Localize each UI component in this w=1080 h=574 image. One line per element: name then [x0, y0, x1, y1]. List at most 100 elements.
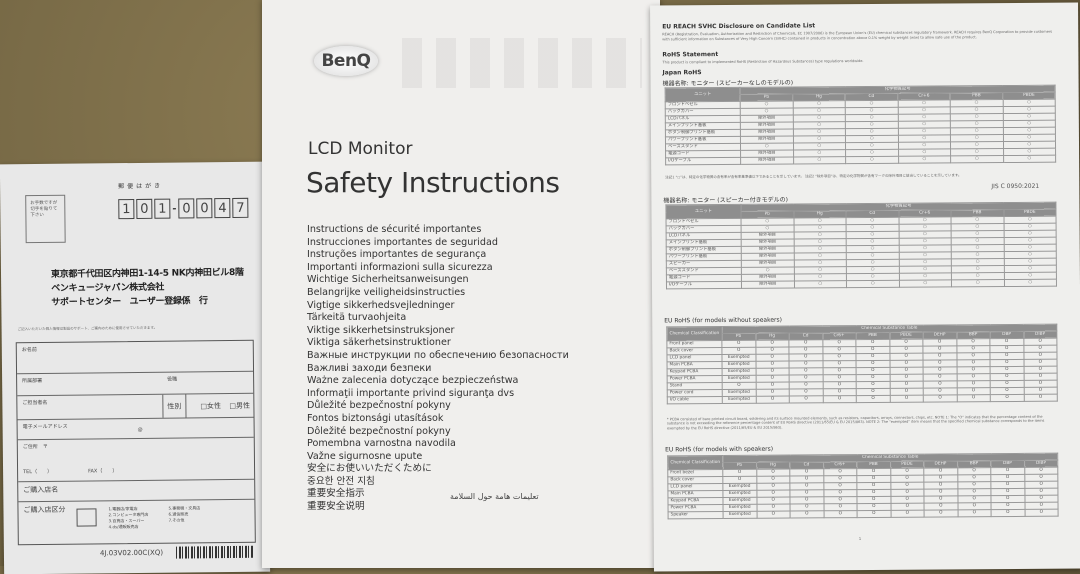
- cell-value: ○: [1003, 155, 1056, 163]
- cell-value: Exempted: [723, 511, 757, 519]
- language-heading: Informaţii importante privind siguranţa …: [307, 387, 515, 399]
- unit-header: Chemical Classification: [666, 326, 722, 341]
- language-heading: Viktige sikkerhetsinstruksjoner: [307, 324, 455, 336]
- language-heading: Vigtige sikkerhedsvejledninger: [307, 299, 455, 311]
- table-row: I/O cable Exempted O O O O O O O O O: [667, 394, 1058, 404]
- zip-digit: 1: [154, 198, 171, 219]
- language-heading: Важные инструкции по обеспечению безопас…: [307, 349, 569, 361]
- gender-label: 性別: [162, 394, 187, 418]
- page-number: 1: [858, 536, 862, 542]
- cell-value: ○: [898, 155, 951, 164]
- at-sign: @: [137, 426, 143, 433]
- cell-value: O: [755, 396, 790, 404]
- contact-field-label: ご担当者名: [22, 399, 48, 407]
- privacy-note: ご記入いただいた個人情報は製品のサポート、ご案内のために使用させていただきます。: [17, 325, 158, 332]
- unit-header: ユニット: [665, 87, 741, 102]
- part-name: I/Oケーブル: [666, 281, 742, 289]
- cell-value: O: [756, 511, 791, 519]
- cell-value: O: [823, 510, 858, 518]
- language-heading: Važne sigurnosne upute: [307, 450, 423, 462]
- option: 4.ds/通販販売店: [108, 523, 139, 530]
- cell-value: 除外項目: [740, 157, 794, 165]
- language-heading: Importanti informazioni sulla sicurezza: [307, 261, 493, 273]
- language-heading: Fontos biztonsági utasítások: [307, 412, 444, 424]
- reach-text: REACH (Registration, Evaluation, Authori…: [662, 29, 1053, 41]
- cell-value: O: [923, 394, 957, 403]
- language-heading: Wichtige Sicherheitsanweisungen: [307, 274, 469, 286]
- store-field-label: ご購入店名: [23, 485, 59, 495]
- language-heading: Dôležité bezpečnostní pokyny: [307, 425, 451, 437]
- cell-value: O: [956, 394, 991, 402]
- language-heading: Instruções importantes de segurança: [307, 249, 487, 261]
- cell-value: ○: [950, 155, 1004, 163]
- zip-digit: 0: [196, 198, 213, 219]
- language-heading: Instructions de sécurité importantes: [307, 224, 482, 235]
- cell-value: ○: [846, 280, 900, 288]
- cell-value: O: [857, 510, 891, 518]
- unit-header: Chemical Classification: [667, 455, 723, 470]
- cell-value: O: [889, 395, 924, 403]
- fax-field-label: FAX（ ）: [88, 468, 118, 475]
- address-field-label: ご住所 〒: [22, 443, 48, 451]
- female-checkbox[interactable]: □女性: [200, 402, 222, 411]
- registration-postcard: 郵便はがき お手数ですが切手を貼りて下さい 1 0 1 - 0 0 4 7 東京…: [0, 161, 271, 574]
- language-heading: Instrucciones importantes de seguridad: [307, 236, 498, 248]
- name-field-label: お名前: [21, 347, 37, 354]
- eu-table1-title: EU RoHS (for models without speakers): [664, 316, 783, 325]
- cell-value: ○: [793, 280, 847, 289]
- email-field-label: 電子メールアドレス: [22, 423, 68, 431]
- japan-note: 注記1 "○"は、特定の化学物質の含有率が含有率基準値以下であることを示していま…: [665, 173, 962, 180]
- cell-value: O: [991, 509, 1025, 517]
- stamp-box: お手数ですが切手を貼りて下さい: [25, 194, 66, 244]
- cell-value: ○: [1003, 279, 1057, 287]
- language-heading: Tärkeitä turvaohjeita: [307, 312, 407, 324]
- tel-field-label: TEL（ ）: [23, 468, 53, 476]
- rohs-sheet: EU REACH SVHC Disclosure on Candidate Li…: [650, 2, 1080, 572]
- part-name: Speaker: [668, 511, 724, 519]
- store-type-box[interactable]: [76, 508, 97, 527]
- table-row: Speaker Exempted O O O O O O O O O: [668, 509, 1059, 519]
- jp2-table: ユニット 化学物質記号 Pb Hg Cd Cr+6 PBB PBDE フロントベゼル ○ ○ ○ ○ ○ ○…: [665, 202, 1057, 290]
- booklet-title: Safety Instructions: [306, 166, 560, 199]
- language-heading: 重要安全指示: [307, 488, 365, 500]
- zip-digit: 7: [232, 197, 249, 218]
- safety-booklet: BenQ LCD Monitor Safety Instructions Ins…: [262, 0, 660, 568]
- table-row: I/Oケーブル 除外項目 ○ ○ ○ ○ ○: [666, 279, 1057, 289]
- language-heading: 安全にお使いいただくために: [307, 463, 432, 475]
- cell-value: O: [1024, 509, 1059, 517]
- store-options-b: 5.事務機・文具店 6.通信販売 7.その他: [168, 505, 200, 523]
- postal-code-boxes: 1 0 1 - 0 0 4 7: [118, 197, 249, 220]
- cell-value: 除外項目: [741, 281, 795, 289]
- barcode: [175, 545, 254, 559]
- arabic-title: تعليمات هامة حول السلامة: [450, 492, 539, 501]
- benq-logo: BenQ: [314, 46, 378, 76]
- language-heading: Viktiga säkerhetsinstruktioner: [307, 337, 451, 349]
- watermark-graphic: [402, 38, 642, 88]
- registration-form: お名前 所属部署 役職 ご担当者名 性別 □女性 □男性 電子メールアドレス @ ご…: [15, 339, 256, 546]
- form-code: 4J.03V02.00C(XQ): [99, 548, 164, 558]
- position-field-label: 役職: [167, 376, 178, 383]
- eu-table2-title: EU RoHS (for models with speakers): [665, 445, 774, 454]
- language-heading: 重要安全说明: [307, 501, 365, 513]
- cell-value: O: [890, 510, 925, 518]
- cell-value: ○: [793, 156, 846, 165]
- eu-note: * PCBA consisted of bare printed circuit…: [666, 414, 1045, 430]
- cell-value: O: [1023, 394, 1058, 402]
- zip-digit: 0: [178, 198, 195, 219]
- cell-value: O: [789, 395, 823, 404]
- eu2-table: Chemical Classification Chemical Substanc…: [667, 453, 1059, 520]
- dept-field-label: 所属部署: [22, 377, 43, 385]
- postcard-label: 郵便はがき: [118, 182, 164, 191]
- zip-digit: 1: [118, 198, 135, 220]
- language-heading: Важливі заходи безпеки: [307, 362, 432, 374]
- male-checkbox[interactable]: □男性: [229, 401, 251, 411]
- address-line: サポートセンター ユーザー登録係 行: [51, 296, 208, 308]
- cell-value: ○: [845, 156, 899, 164]
- part-name: I/O cable: [667, 396, 723, 404]
- cell-value: ○: [951, 279, 1005, 287]
- store-options-a: 1.電器店/家電店 2.コンピュータ専門店 3.百貨店・スーパー 4.ds/通販販売店: [108, 506, 148, 530]
- cell-value: O: [924, 509, 958, 518]
- jp1-table: ユニット 化学物質記号 Pb Hg Cd Cr+6 PBB PBDE フロントベゼル ○ ○ ○ ○ ○ ○…: [665, 85, 1057, 166]
- eu1-table: Chemical Classification Chemical Substanc…: [666, 324, 1058, 405]
- recipient-address: 東京都千代田区内神田1-14-5 NK内神田ビル8階 ベンキュージャパン株式会社…: [51, 266, 244, 310]
